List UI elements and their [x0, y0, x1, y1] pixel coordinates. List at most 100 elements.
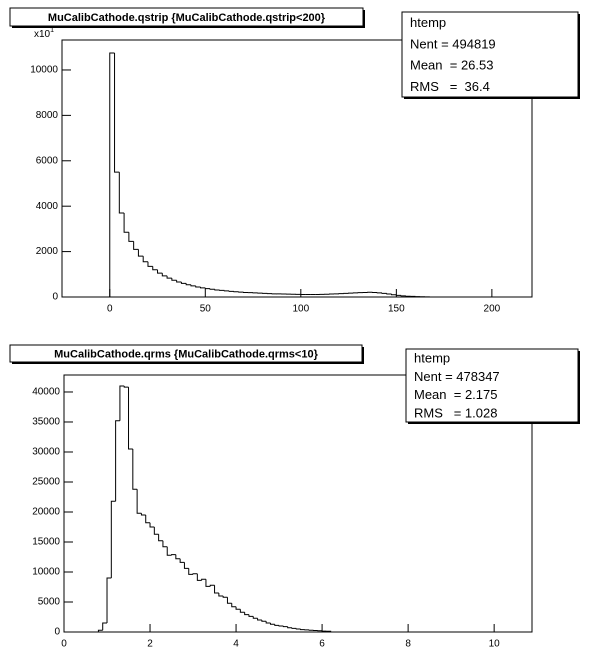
histogram-bin	[201, 578, 206, 581]
x-tick-label: 50	[200, 304, 212, 315]
histogram-bin	[171, 554, 176, 556]
histogram-bin	[196, 573, 202, 581]
histogram-bin	[231, 603, 237, 608]
histogram-bin	[118, 172, 125, 214]
histogram-bin	[162, 540, 168, 548]
stats-title: htemp	[410, 15, 446, 30]
chart-title: MuCalibCathode.qstrip {MuCalibCathode.qs…	[48, 12, 326, 24]
stats-line: Nent = 478347	[414, 369, 500, 384]
y-tick-label: 5000	[38, 597, 61, 608]
histogram-bin	[109, 52, 115, 297]
histogram-bin	[214, 585, 219, 594]
stats-line: Mean = 26.53	[410, 58, 493, 73]
x-tick-label: 6	[319, 639, 325, 650]
histogram-bin	[149, 522, 155, 528]
histogram-bin	[295, 628, 301, 630]
histogram-bin	[188, 568, 194, 575]
histogram-bin	[133, 241, 139, 250]
histogram-bin	[391, 294, 397, 296]
y-tick-label: 8000	[36, 110, 59, 121]
histogram-bin	[106, 577, 112, 623]
histogram-bin	[205, 579, 211, 587]
y-tick-label: 25000	[32, 477, 60, 488]
histogram-bin	[209, 584, 215, 587]
histogram-bin	[291, 627, 297, 629]
y-multiplier-exponent: 1	[50, 27, 54, 34]
histogram-bin	[110, 500, 116, 578]
stats-line: Mean = 2.175	[414, 387, 497, 402]
histogram-bin	[265, 621, 271, 624]
x-tick-label: 100	[292, 304, 309, 315]
histogram-bin	[386, 293, 392, 295]
histogram-bin	[235, 606, 241, 610]
histogram-bin	[137, 249, 144, 257]
chart-title: MuCalibCathode.qrms {MuCalibCathode.qrms…	[54, 348, 318, 360]
histogram-bin	[140, 513, 146, 516]
histogram-bin	[183, 562, 189, 569]
histogram-bin	[248, 614, 254, 617]
histogram-bin	[287, 626, 292, 629]
stats-title: htemp	[414, 351, 450, 366]
stats-line: RMS = 1.028	[414, 405, 497, 420]
histogram-bin	[171, 278, 177, 281]
histogram-bin	[102, 622, 108, 631]
histogram-bin	[218, 592, 224, 597]
y-tick-label: 4000	[36, 201, 59, 212]
y-tick-label: 0	[54, 627, 60, 638]
histogram-bin	[204, 287, 211, 290]
histogram-bin	[257, 618, 262, 621]
histogram-bin	[195, 285, 201, 288]
stats-line: Nent = 494819	[410, 36, 496, 51]
y-tick-label: 6000	[36, 155, 59, 166]
histogram-bin	[153, 526, 159, 535]
histogram-bin	[226, 597, 232, 604]
x-tick-label: 8	[405, 639, 411, 650]
histogram-bin	[179, 558, 185, 563]
x-tick-label: 4	[233, 639, 239, 650]
histogram-bin	[166, 546, 172, 556]
histogram-bin	[300, 629, 305, 631]
x-tick-label: 200	[484, 304, 501, 315]
histogram-bin	[123, 212, 129, 233]
histogram-bin	[147, 261, 153, 267]
y-tick-label: 15000	[32, 537, 60, 548]
histogram-bin	[252, 616, 258, 619]
y-tick-label: 30000	[32, 447, 60, 458]
x-tick-label: 10	[489, 639, 501, 650]
y-tick-label: 40000	[32, 387, 60, 398]
histogram-bin	[209, 288, 215, 290]
histogram-bin	[180, 282, 187, 284]
y-multiplier-base: x10	[34, 29, 51, 40]
y-tick-label: 35000	[32, 417, 60, 428]
title-box	[9, 344, 363, 363]
y-tick-label: 20000	[32, 507, 60, 518]
histogram-bin	[175, 554, 181, 560]
histogram-bin	[239, 609, 245, 613]
histogram-bin	[261, 619, 267, 622]
histogram-bin	[192, 573, 198, 575]
histogram-bin	[157, 269, 163, 274]
histogram-bin	[97, 629, 103, 632]
histogram-bin	[115, 420, 120, 502]
stats-box	[401, 11, 579, 98]
histogram-bin	[274, 624, 280, 626]
histogram-bin	[244, 612, 249, 616]
x-tick-label: 2	[147, 639, 153, 650]
histogram-bin	[161, 273, 168, 277]
histogram-bin	[200, 287, 206, 289]
histogram-bin	[128, 387, 133, 450]
y-multiplier: x101	[34, 27, 54, 40]
title-box	[9, 7, 364, 27]
histogram-bin	[185, 283, 191, 286]
histogram-bin	[166, 275, 172, 279]
histogram-bin	[214, 289, 220, 291]
histogram-bin	[282, 626, 288, 628]
histogram-bin	[222, 595, 228, 598]
histogram-bin	[142, 256, 148, 263]
histogram-bin	[119, 385, 125, 421]
histogram-bin	[145, 514, 151, 524]
histogram-bin	[269, 622, 275, 625]
stats-box	[405, 348, 579, 423]
